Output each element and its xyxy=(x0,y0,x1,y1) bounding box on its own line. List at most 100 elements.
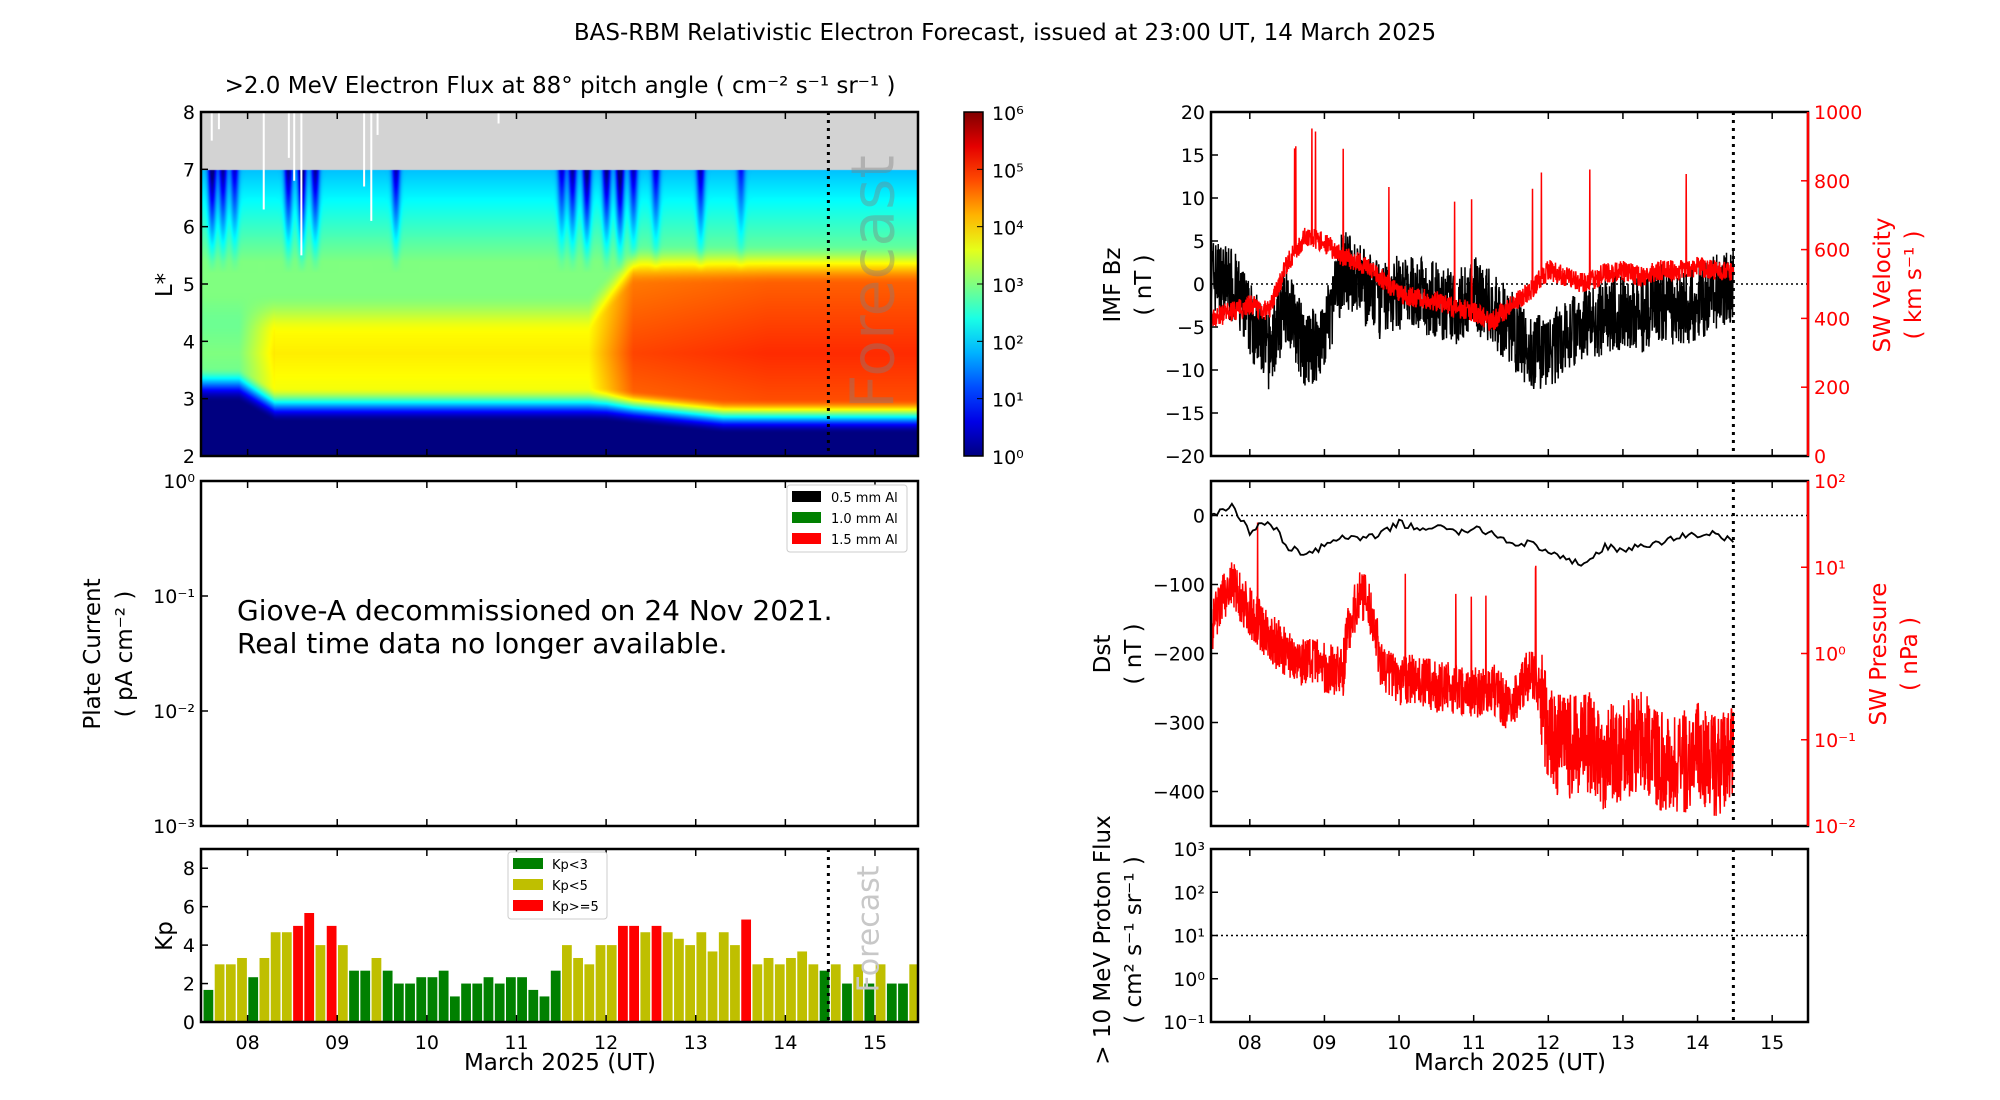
imf-y-tick-label: 0 xyxy=(1193,274,1205,296)
kp-bar xyxy=(830,964,841,1022)
kp-bar xyxy=(449,996,460,1022)
pressure-y-tick-label: 10⁻² xyxy=(1814,816,1856,838)
kp-bar xyxy=(786,957,796,1022)
colorbar-tick-label: 10⁰ xyxy=(992,447,1024,469)
kp-bar xyxy=(550,970,561,1022)
pressure-y-tick-label: 10⁰ xyxy=(1814,644,1846,666)
proton-y-tick-label: 10⁰ xyxy=(1173,969,1205,991)
legend-swatch-0.5mm xyxy=(792,491,821,502)
plate-legend: 0.5 mm Al 1.0 mm Al 1.5 mm Al xyxy=(786,484,908,553)
kp-y-tick-label: 2 xyxy=(183,974,195,996)
kp-bar xyxy=(304,913,315,1022)
x-tick-label: 13 xyxy=(684,1032,708,1054)
flux-panel-title: >2.0 MeV Electron Flux at 88° pitch angl… xyxy=(225,73,896,99)
imf-ylabel: IMF Bz xyxy=(1100,247,1126,322)
kp-bar xyxy=(763,957,774,1022)
left-xlabel: March 2025 (UT) xyxy=(464,1050,656,1076)
legend-swatch-1.0mm xyxy=(792,512,821,523)
imf-y-tick-label: −20 xyxy=(1165,446,1205,468)
forecast-watermark-kp: Forecast xyxy=(851,865,886,992)
proton-panel-frame xyxy=(1209,847,1810,1024)
colorbar-tick-label: 10² xyxy=(992,332,1024,354)
kp-bar xyxy=(707,951,718,1022)
x-tick-label: 08 xyxy=(236,1032,260,1054)
legend-swatch-kp-mid xyxy=(513,879,543,890)
dst-y-tick-label: 0 xyxy=(1193,506,1205,528)
kp-bar xyxy=(494,983,505,1022)
kp-bar xyxy=(483,977,494,1022)
velocity-y-tick-label: 800 xyxy=(1814,171,1850,193)
x-tick-label: 09 xyxy=(325,1032,349,1054)
kp-bar xyxy=(405,983,415,1022)
kp-bar xyxy=(909,964,918,1022)
kp-y-tick-label: 0 xyxy=(183,1012,195,1034)
pressure-y-tick-label: 10⁻¹ xyxy=(1814,730,1856,752)
kp-bar xyxy=(718,932,729,1022)
kp-bar xyxy=(382,970,393,1022)
plate-y-tick-label: 10⁻¹ xyxy=(153,586,195,608)
pressure-y-tick-label: 10² xyxy=(1814,471,1846,493)
legend-swatch-kp-low xyxy=(513,858,543,869)
kp-bar xyxy=(842,983,852,1022)
kp-bar xyxy=(337,945,348,1022)
sw-velocity-line xyxy=(1210,128,1735,332)
flux-y-tick-label: 2 xyxy=(183,446,195,468)
kp-bar xyxy=(225,964,236,1022)
velocity-y-tick-label: 1000 xyxy=(1814,102,1862,124)
kp-bar xyxy=(539,996,550,1022)
dst-y-tick-label: −100 xyxy=(1153,575,1205,597)
flux-y-tick-label: 7 xyxy=(183,159,195,181)
kp-bar xyxy=(349,970,359,1022)
kp-bar xyxy=(875,964,886,1022)
velocity-y-tick-label: 200 xyxy=(1814,377,1850,399)
x-tick-label: 14 xyxy=(1685,1032,1709,1054)
imf-y-tick-label: 15 xyxy=(1181,145,1205,167)
colorbar-tick-label: 10³ xyxy=(992,275,1024,297)
colorbar-tick-label: 10⁵ xyxy=(992,160,1024,182)
kp-y-tick-label: 6 xyxy=(183,897,195,919)
kp-bar xyxy=(528,989,539,1022)
flux-y-tick-label: 5 xyxy=(183,274,195,296)
x-tick-label: 10 xyxy=(1387,1032,1411,1054)
kp-bar xyxy=(461,983,471,1022)
flux-y-tick-label: 8 xyxy=(183,102,195,124)
imf-ylabel-units: ( nT ) xyxy=(1131,254,1157,315)
kp-bar xyxy=(808,964,819,1022)
legend-label-kp-high: Kp>=5 xyxy=(552,900,599,915)
pressure-ylabel-units: ( nPa ) xyxy=(1897,617,1923,691)
kp-bar xyxy=(752,964,763,1022)
kp-bar xyxy=(629,925,639,1022)
kp-bar xyxy=(584,964,595,1022)
x-tick-label: 15 xyxy=(1760,1032,1784,1054)
kp-bar xyxy=(898,983,908,1022)
kp-bar xyxy=(562,945,572,1022)
kp-bar xyxy=(741,919,752,1022)
dst-line xyxy=(1210,502,1735,567)
x-tick-label: 08 xyxy=(1238,1032,1262,1054)
kp-bar xyxy=(237,957,247,1022)
imf-bz-line xyxy=(1210,232,1735,390)
plate-notice-line-2: Real time data no longer available. xyxy=(237,627,728,660)
proton-ylabel-units: ( cm² s⁻¹ sr⁻¹ ) xyxy=(1121,856,1147,1024)
colorbar-tick-label: 10¹ xyxy=(992,390,1024,412)
legend-label-kp-mid: Kp<5 xyxy=(552,879,588,894)
flux-y-tick-label: 3 xyxy=(183,389,195,411)
x-tick-label: 12 xyxy=(1536,1032,1560,1054)
x-tick-label: 10 xyxy=(415,1032,439,1054)
kp-bar xyxy=(505,977,516,1022)
dst-y-tick-label: −300 xyxy=(1153,713,1205,735)
flux-ylabel: L* xyxy=(152,273,178,297)
proton-y-tick-label: 10¹ xyxy=(1173,926,1205,948)
kp-bar xyxy=(640,932,651,1022)
velocity-y-tick-label: 600 xyxy=(1814,240,1850,262)
kp-bar xyxy=(797,951,808,1022)
flux-y-tick-label: 6 xyxy=(183,217,195,239)
plate-ylabel-units: ( pA cm⁻² ) xyxy=(112,591,138,718)
x-tick-label: 11 xyxy=(504,1032,528,1054)
kp-bar xyxy=(438,970,449,1022)
kp-bar xyxy=(203,989,214,1022)
velocity-y-tick-label: 0 xyxy=(1814,446,1826,468)
dst-y-tick-label: −400 xyxy=(1153,782,1205,804)
dst-y-tick-label: −200 xyxy=(1153,644,1205,666)
